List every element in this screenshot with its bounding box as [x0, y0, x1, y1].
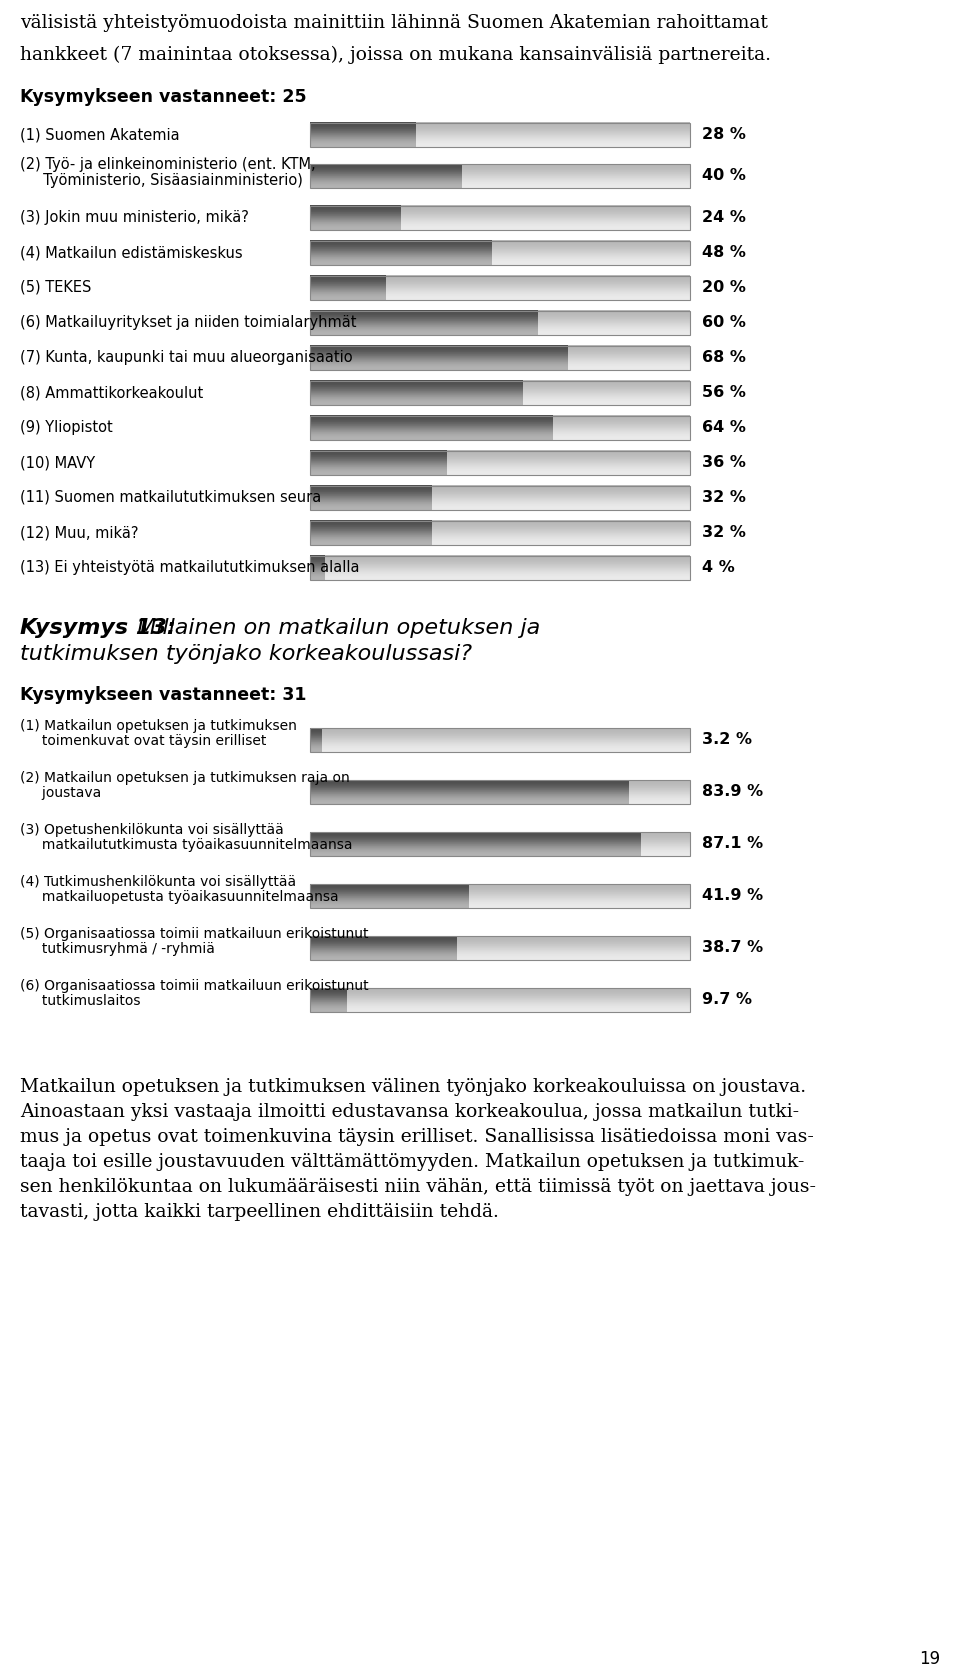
Text: toimenkuvat ovat täysin erilliset: toimenkuvat ovat täysin erilliset: [20, 735, 266, 748]
Text: 24 %: 24 %: [702, 210, 746, 225]
Bar: [310, 556, 690, 579]
Bar: [310, 883, 690, 908]
Bar: [310, 883, 690, 908]
Text: (3) Opetushenkilökunta voi sisällyttää: (3) Opetushenkilökunta voi sisällyttää: [20, 823, 284, 837]
Text: mus ja opetus ovat toimenkuvina täysin erilliset. Sanallisissa lisätiedoissa mon: mus ja opetus ovat toimenkuvina täysin e…: [20, 1127, 814, 1146]
Text: (4) Tutkimushenkilökunta voi sisällyttää: (4) Tutkimushenkilökunta voi sisällyttää: [20, 875, 296, 888]
Bar: [310, 451, 690, 474]
Bar: [310, 416, 690, 439]
Text: (3) Jokin muu ministerio, mikä?: (3) Jokin muu ministerio, mikä?: [20, 210, 249, 225]
Bar: [310, 935, 690, 960]
Bar: [310, 989, 690, 1012]
Bar: [310, 381, 690, 404]
Bar: [310, 728, 690, 752]
Text: 48 %: 48 %: [702, 245, 746, 261]
Text: tutkimuslaitos: tutkimuslaitos: [20, 994, 140, 1009]
Bar: [310, 832, 690, 857]
Text: 19: 19: [919, 1650, 940, 1668]
Bar: [310, 935, 690, 960]
Text: 41.9 %: 41.9 %: [702, 888, 763, 903]
Text: tutkimuksen työnjako korkeakoulussasi?: tutkimuksen työnjako korkeakoulussasi?: [20, 645, 472, 665]
Bar: [310, 451, 690, 474]
Bar: [310, 205, 690, 229]
Text: 4 %: 4 %: [702, 559, 734, 574]
Text: 56 %: 56 %: [702, 386, 746, 401]
Text: välisistä yhteistyömuodoista mainittiin lähinnä Suomen Akatemian rahoittamat: välisistä yhteistyömuodoista mainittiin …: [20, 13, 768, 32]
Text: 20 %: 20 %: [702, 281, 746, 296]
Text: (2) Työ- ja elinkeinoministerio (ent. KTM,: (2) Työ- ja elinkeinoministerio (ent. KT…: [20, 157, 316, 172]
Text: Kysymykseen vastanneet: 31: Kysymykseen vastanneet: 31: [20, 686, 306, 705]
Text: (6) Organisaatiossa toimii matkailuun erikoistunut: (6) Organisaatiossa toimii matkailuun er…: [20, 979, 369, 994]
Bar: [310, 832, 690, 857]
Text: (5) Organisaatiossa toimii matkailuun erikoistunut: (5) Organisaatiossa toimii matkailuun er…: [20, 927, 369, 940]
Text: (6) Matkailuyritykset ja niiden toimialaryhmät: (6) Matkailuyritykset ja niiden toimiala…: [20, 316, 356, 331]
Bar: [310, 780, 690, 803]
Text: (11) Suomen matkailututkimuksen seura: (11) Suomen matkailututkimuksen seura: [20, 489, 322, 504]
Text: tutkimusryhmä / -ryhmiä: tutkimusryhmä / -ryhmiä: [20, 942, 215, 955]
Bar: [310, 205, 690, 229]
Text: (8) Ammattikorkeakoulut: (8) Ammattikorkeakoulut: [20, 386, 204, 401]
Bar: [310, 122, 690, 147]
Text: joustava: joustava: [20, 787, 101, 800]
Bar: [310, 728, 690, 752]
Bar: [310, 346, 690, 369]
Bar: [310, 276, 690, 299]
Text: Ainoastaan yksi vastaaja ilmoitti edustavansa korkeakoulua, jossa matkailun tutk: Ainoastaan yksi vastaaja ilmoitti edusta…: [20, 1102, 799, 1121]
Bar: [310, 164, 690, 189]
Text: matkailututkimusta työaikasuunnitelmaansa: matkailututkimusta työaikasuunnitelmaans…: [20, 838, 352, 852]
Text: (12) Muu, mikä?: (12) Muu, mikä?: [20, 524, 138, 539]
Bar: [310, 346, 690, 369]
Text: (13) Ei yhteistyötä matkailututkimuksen alalla: (13) Ei yhteistyötä matkailututkimuksen …: [20, 559, 359, 574]
Text: Työministerio, Sisäasiainministerio): Työministerio, Sisäasiainministerio): [20, 174, 302, 189]
Bar: [310, 556, 690, 579]
Text: (1) Suomen Akatemia: (1) Suomen Akatemia: [20, 127, 180, 142]
Text: 64 %: 64 %: [702, 419, 746, 434]
Text: sen henkilökuntaa on lukumääräisesti niin vähän, että tiimissä työt on jaettava : sen henkilökuntaa on lukumääräisesti nii…: [20, 1177, 816, 1196]
Bar: [310, 240, 690, 264]
Text: (1) Matkailun opetuksen ja tutkimuksen: (1) Matkailun opetuksen ja tutkimuksen: [20, 720, 297, 733]
Bar: [310, 416, 690, 439]
Text: 38.7 %: 38.7 %: [702, 940, 763, 955]
Text: (7) Kunta, kaupunki tai muu alueorganisaatio: (7) Kunta, kaupunki tai muu alueorganisa…: [20, 351, 352, 366]
Text: 40 %: 40 %: [702, 169, 746, 184]
Text: 9.7 %: 9.7 %: [702, 992, 752, 1007]
Text: matkailuopetusta työaikasuunnitelmaansa: matkailuopetusta työaikasuunnitelmaansa: [20, 890, 339, 903]
Bar: [310, 521, 690, 544]
Text: Matkailun opetuksen ja tutkimuksen välinen työnjako korkeakouluissa on joustava.: Matkailun opetuksen ja tutkimuksen välin…: [20, 1079, 806, 1096]
Bar: [310, 521, 690, 544]
Text: tavasti, jotta kaikki tarpeellinen ehdittäisiin tehdä.: tavasti, jotta kaikki tarpeellinen ehdit…: [20, 1202, 499, 1221]
Text: 32 %: 32 %: [702, 489, 746, 504]
Text: (9) Yliopistot: (9) Yliopistot: [20, 419, 112, 434]
Text: 60 %: 60 %: [702, 316, 746, 331]
Text: (10) MAVY: (10) MAVY: [20, 454, 95, 469]
Bar: [310, 311, 690, 334]
Text: (4) Matkailun edistämiskeskus: (4) Matkailun edistämiskeskus: [20, 245, 243, 261]
Bar: [310, 122, 690, 147]
Text: 36 %: 36 %: [702, 454, 746, 469]
Text: taaja toi esille joustavuuden välttämättömyyden. Matkailun opetuksen ja tutkimuk: taaja toi esille joustavuuden välttämätt…: [20, 1152, 804, 1171]
Bar: [310, 486, 690, 509]
Text: 83.9 %: 83.9 %: [702, 785, 763, 800]
Text: hankkeet (7 mainintaa otoksessa), joissa on mukana kansainvälisiä partnereita.: hankkeet (7 mainintaa otoksessa), joissa…: [20, 47, 771, 63]
Text: 28 %: 28 %: [702, 127, 746, 142]
Text: 68 %: 68 %: [702, 351, 746, 366]
Bar: [310, 486, 690, 509]
Text: (2) Matkailun opetuksen ja tutkimuksen raja on: (2) Matkailun opetuksen ja tutkimuksen r…: [20, 772, 349, 785]
Text: (5) TEKES: (5) TEKES: [20, 281, 91, 296]
Bar: [310, 311, 690, 334]
Bar: [310, 240, 690, 264]
Text: 32 %: 32 %: [702, 524, 746, 539]
Text: Millainen on matkailun opetuksen ja: Millainen on matkailun opetuksen ja: [130, 618, 540, 638]
Bar: [310, 276, 690, 299]
Bar: [310, 164, 690, 189]
Text: 87.1 %: 87.1 %: [702, 837, 763, 852]
Text: 3.2 %: 3.2 %: [702, 733, 752, 748]
Text: Kysymys 13:: Kysymys 13:: [20, 618, 176, 638]
Bar: [310, 381, 690, 404]
Bar: [310, 780, 690, 803]
Bar: [310, 989, 690, 1012]
Text: Kysymykseen vastanneet: 25: Kysymykseen vastanneet: 25: [20, 89, 306, 105]
